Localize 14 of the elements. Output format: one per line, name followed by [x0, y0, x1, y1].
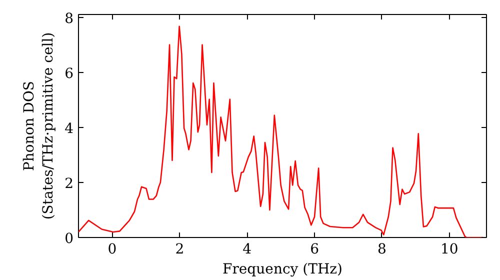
y-tick-label: 8 [64, 10, 74, 27]
y-axis-title: Phonon DOS (States/THz·primitive cell) [21, 32, 57, 220]
y-tick-label: 6 [64, 66, 74, 82]
x-tick-label: 6 [310, 242, 320, 258]
x-tick-label: 2 [175, 242, 184, 258]
x-tick-label: 4 [242, 242, 252, 258]
y-tick-label: 2 [64, 176, 74, 192]
x-axis-title: Frequency (THz) [222, 262, 343, 278]
y-tick-label: 4 [64, 120, 74, 137]
x-tick-label: 0 [108, 242, 117, 258]
x-tick-label: 10 [440, 242, 458, 258]
y-tick-label: 0 [64, 231, 74, 247]
line-series [78, 26, 484, 238]
x-tick-label: 8 [378, 242, 386, 258]
